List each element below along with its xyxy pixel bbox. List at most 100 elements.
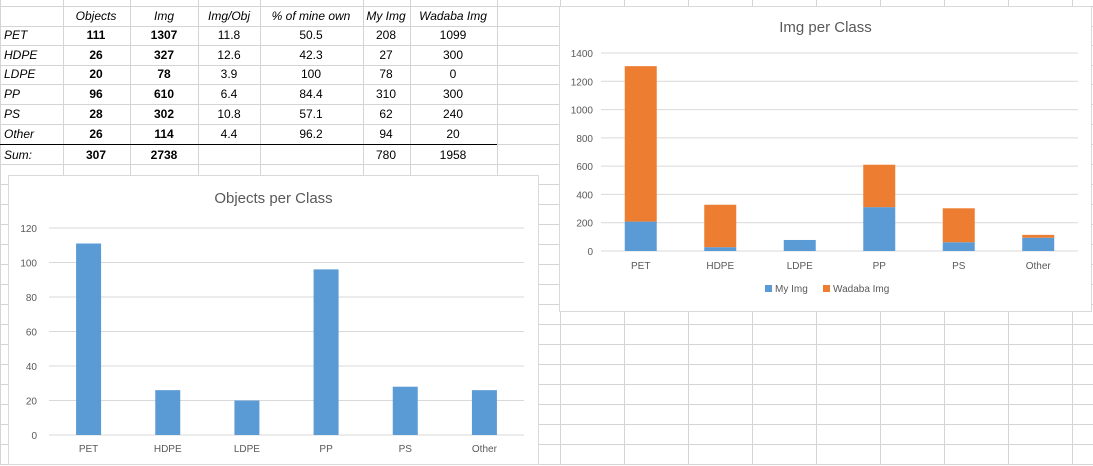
row-label[interactable]: LDPE: [4, 67, 36, 82]
x-tick-label: PET: [79, 444, 98, 455]
bar-segment: [624, 221, 657, 251]
y-tick-label: 600: [576, 162, 593, 173]
table-cell[interactable]: 300: [442, 47, 464, 62]
y-tick-label: 1400: [571, 49, 594, 60]
row-label[interactable]: HDPE: [4, 47, 38, 62]
objects-per-class-chart[interactable]: Objects per Class 0 20 40 60 80 100 120 PET HDPE…: [8, 175, 539, 465]
legend-swatch: [765, 285, 772, 292]
y-tick-label: 1200: [571, 77, 594, 88]
table-cell[interactable]: 96.2: [299, 126, 323, 141]
table-cell[interactable]: [198, 146, 260, 164]
bar-segment: [942, 242, 975, 251]
table-cell[interactable]: 94: [379, 126, 393, 141]
bar-segment: [704, 247, 737, 251]
table-cell[interactable]: 50.5: [299, 28, 323, 42]
img-per-class-chart[interactable]: Img per Class 0 200 400 600 800 1000 1200 1400 P…: [559, 6, 1092, 312]
table-cell[interactable]: 27: [379, 47, 393, 62]
row-label[interactable]: PET: [4, 28, 28, 42]
row-label[interactable]: PS: [4, 106, 21, 121]
table-cell[interactable]: 20: [446, 126, 460, 141]
table-cell[interactable]: 78: [157, 67, 171, 82]
table-cell[interactable]: 12.6: [217, 47, 241, 62]
chart-plot: 0 20 40 60 80 100 120 PET HDPE LDPE PP PS Other: [20, 224, 524, 455]
table-cell[interactable]: 3.9: [220, 67, 238, 82]
legend-label: Wadaba Img: [833, 284, 889, 295]
bar-segment: [863, 164, 896, 208]
table-cell[interactable]: 1099: [439, 28, 467, 42]
table-cell[interactable]: 302: [153, 106, 175, 121]
table-cell[interactable]: 96: [89, 87, 103, 102]
table-cell[interactable]: 300: [442, 87, 464, 102]
column-header[interactable]: Img: [153, 9, 174, 23]
table-cell[interactable]: 78: [379, 67, 393, 82]
x-tick-label: Other: [1026, 261, 1052, 272]
table-cell[interactable]: 57.1: [299, 106, 323, 121]
chart-title: Img per Class: [779, 19, 872, 36]
chart-plot: 0 200 400 600 800 1000 1200 1400 PET HDPE LDPE PP PS…: [571, 49, 1078, 295]
column-header[interactable]: My Img: [366, 9, 406, 23]
table-cell[interactable]: 84.4: [299, 87, 323, 102]
x-tick-label: PS: [952, 261, 966, 272]
column-header[interactable]: % of mine own: [271, 9, 351, 23]
y-tick-label: 20: [26, 397, 38, 408]
table-cell[interactable]: 111: [86, 28, 106, 42]
table-cell[interactable]: 1307: [150, 28, 178, 42]
table-cell[interactable]: 780: [375, 148, 397, 162]
x-tick-label: PS: [399, 444, 413, 455]
table-cell[interactable]: 2738: [150, 148, 178, 162]
table-cell[interactable]: 26: [89, 47, 103, 62]
column-header[interactable]: Img/Obj: [207, 9, 250, 23]
table-cell[interactable]: 10.8: [217, 106, 241, 121]
table-cell[interactable]: 240: [442, 106, 464, 121]
y-tick-label: 800: [576, 134, 593, 145]
chart-title: Objects per Class: [214, 190, 333, 207]
table-cell[interactable]: 4.4: [220, 126, 238, 141]
x-tick-label: HDPE: [706, 261, 734, 272]
table-cell[interactable]: 1958: [439, 148, 467, 162]
table-cell[interactable]: 62: [379, 106, 393, 121]
y-tick-label: 0: [31, 431, 37, 442]
table-cell[interactable]: [259, 146, 363, 164]
x-tick-label: PP: [873, 261, 887, 272]
bar-segment: [1022, 234, 1055, 238]
x-tick-label: PET: [631, 261, 650, 272]
bar: [234, 400, 260, 435]
bar-segment: [863, 207, 896, 251]
column-header[interactable]: Objects: [75, 9, 117, 23]
table-cell[interactable]: 114: [154, 126, 174, 141]
x-tick-label: LDPE: [787, 261, 813, 272]
bar-segment: [942, 208, 975, 243]
table-cell[interactable]: 11.8: [217, 28, 241, 42]
x-tick-label: LDPE: [234, 444, 260, 455]
y-tick-label: 0: [587, 247, 593, 258]
x-tick-label: PP: [319, 444, 333, 455]
legend-label: My Img: [775, 284, 808, 295]
bar-segment: [704, 204, 737, 248]
table-cell[interactable]: 26: [89, 126, 103, 141]
table-cell[interactable]: 100: [300, 67, 322, 82]
column-header[interactable]: Wadaba Img: [419, 9, 487, 23]
bar: [155, 390, 181, 435]
table-cell[interactable]: 307: [85, 148, 107, 162]
y-tick-label: 400: [576, 190, 593, 201]
row-label[interactable]: Sum:: [4, 148, 33, 162]
x-tick-label: Other: [472, 444, 498, 455]
table-cell[interactable]: 28: [89, 106, 103, 121]
table-cell[interactable]: 310: [375, 87, 397, 102]
row-label[interactable]: Other: [4, 126, 35, 141]
table-cell[interactable]: 6.4: [220, 87, 238, 102]
table-cell[interactable]: 0: [449, 67, 457, 82]
legend-swatch: [823, 285, 830, 292]
table-cell[interactable]: 42.3: [299, 47, 323, 62]
bar-segment: [783, 239, 816, 251]
table-cell[interactable]: 610: [153, 87, 175, 102]
table-cell[interactable]: 327: [153, 47, 175, 62]
x-tick-label: HDPE: [154, 444, 182, 455]
bar: [313, 269, 339, 435]
bar-segment: [624, 66, 657, 222]
row-label[interactable]: PP: [4, 87, 21, 102]
bar: [471, 390, 497, 435]
table-cell[interactable]: 208: [375, 28, 397, 42]
table-cell[interactable]: 20: [89, 67, 103, 82]
bar: [76, 243, 102, 435]
